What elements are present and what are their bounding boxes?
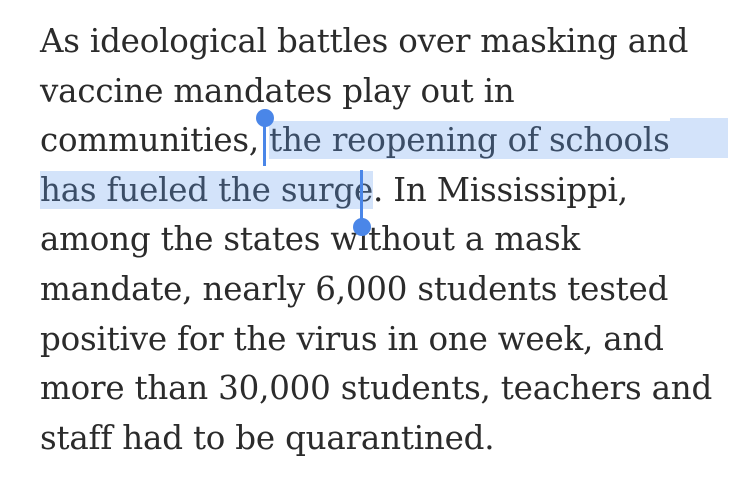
text-line: positive for the virus in one week, and <box>40 319 664 358</box>
selection-end-knob-icon[interactable] <box>352 218 371 236</box>
text-segment: . In Mississippi, <box>373 170 628 209</box>
text-line: As ideological battles over masking and <box>40 22 689 60</box>
text-line: more than 30,000 students, teachers and <box>40 369 713 408</box>
text-line: vaccine mandates play out in <box>40 71 515 110</box>
text-line: has fueled the surge. In Mississippi, <box>40 166 740 216</box>
selected-text[interactable]: the reopening of schools <box>269 121 670 160</box>
text-line: communities, the reopening of schools <box>40 116 740 166</box>
selected-text[interactable]: has fueled the surge <box>40 170 374 209</box>
text-line: staff had to be quarantined. <box>40 418 495 457</box>
text-line: mandate, nearly 6,000 students tested <box>40 269 669 308</box>
text-line: among the states without a mask <box>40 220 580 259</box>
selection-start-handle[interactable] <box>255 109 274 166</box>
selection-start-knob-icon[interactable] <box>255 109 274 127</box>
article-paragraph[interactable]: As ideological battles over masking and … <box>40 17 740 463</box>
selection-end-handle[interactable] <box>352 170 371 236</box>
text-segment: communities, <box>40 121 270 160</box>
selection-highlight-extension <box>669 118 728 159</box>
